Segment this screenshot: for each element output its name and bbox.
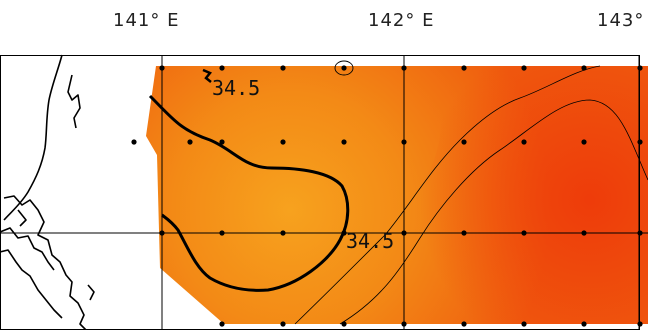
station-dot <box>219 139 225 145</box>
contour-outer-east <box>339 99 648 325</box>
contour-inner-east <box>294 65 601 325</box>
contour-label-north: 34.5 <box>212 76 260 100</box>
station-dot <box>187 139 193 145</box>
station-dot <box>521 139 527 145</box>
station-dot <box>280 321 286 327</box>
station-dot <box>401 65 407 71</box>
station-grid <box>131 65 643 327</box>
station-dot <box>341 65 347 71</box>
station-dot <box>581 139 587 145</box>
longitude-label-141e: 141° E <box>113 10 180 31</box>
contour-34-5-north <box>202 68 213 83</box>
station-dot <box>461 230 467 236</box>
station-dot <box>159 230 165 236</box>
longitude-label-143e: 143° <box>597 10 645 31</box>
station-dot <box>280 65 286 71</box>
station-dot <box>131 139 137 145</box>
station-dot <box>461 139 467 145</box>
coastline <box>0 54 95 330</box>
station-dot <box>341 230 347 236</box>
station-dot <box>637 230 643 236</box>
station-dot <box>401 230 407 236</box>
contours <box>148 60 648 325</box>
longitude-label-142e: 142° E <box>368 10 435 31</box>
station-dot <box>219 230 225 236</box>
contour-label-center: 34.5 <box>346 229 394 253</box>
station-dot <box>637 321 643 327</box>
station-dot <box>521 230 527 236</box>
station-dot <box>521 321 527 327</box>
station-dot <box>159 65 165 71</box>
station-dot <box>581 321 587 327</box>
station-dot <box>401 321 407 327</box>
station-dot <box>341 321 347 327</box>
station-dot <box>637 65 643 71</box>
station-dot <box>280 230 286 236</box>
station-dot <box>461 65 467 71</box>
station-dot <box>521 65 527 71</box>
station-dot <box>219 65 225 71</box>
station-dot <box>341 139 347 145</box>
contour-34-5-west <box>148 94 350 292</box>
salinity-field <box>146 66 648 324</box>
station-dot <box>401 139 407 145</box>
station-dot <box>461 321 467 327</box>
station-dot <box>219 321 225 327</box>
station-dot <box>581 65 587 71</box>
contour-small-eddy <box>334 60 354 76</box>
station-dot <box>637 139 643 145</box>
station-dot <box>581 230 587 236</box>
station-dot <box>280 139 286 145</box>
